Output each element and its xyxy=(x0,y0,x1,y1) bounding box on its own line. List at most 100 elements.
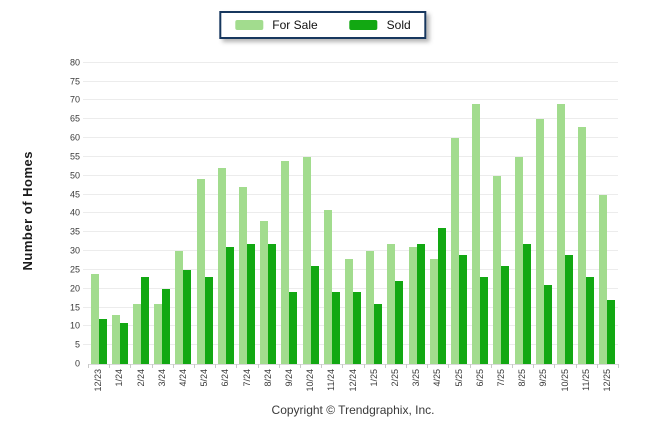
x-tick-cell: 5/24 xyxy=(194,369,215,387)
x-tick-label: 12/24 xyxy=(347,369,358,392)
x-tick-label: 7/24 xyxy=(241,369,252,387)
bar-sold xyxy=(310,266,319,364)
copyright-text: Copyright © Trendgraphix, Inc. xyxy=(271,403,435,417)
y-tick-label: 40 xyxy=(69,207,80,218)
bar-for-sale xyxy=(345,258,354,364)
x-tick-label: 6/25 xyxy=(474,369,485,387)
y-tick-label: 65 xyxy=(69,113,80,124)
x-tick-label: 1/24 xyxy=(114,369,125,387)
x-axis-tick xyxy=(512,364,513,368)
x-tick-label: 4/25 xyxy=(432,369,443,387)
y-tick-label: 20 xyxy=(69,283,80,294)
bar-for-sale xyxy=(535,119,544,364)
x-tick-label: 8/25 xyxy=(517,369,528,387)
x-axis-tick xyxy=(406,364,407,368)
bar-for-sale xyxy=(578,126,587,364)
x-tick-label: 6/24 xyxy=(220,369,231,387)
legend-label-for-sale: For Sale xyxy=(272,18,318,32)
x-axis-tick xyxy=(363,364,365,368)
y-tick-label: 70 xyxy=(69,94,80,105)
x-tick-label: 2/24 xyxy=(135,369,146,387)
bar-group xyxy=(427,57,448,364)
x-tick-cell: 10/25 xyxy=(554,369,575,392)
x-tick-cell: 9/25 xyxy=(533,369,554,387)
bar-for-sale xyxy=(514,156,523,364)
x-tick-label: 11/25 xyxy=(580,369,591,391)
x-tick-cell: 12/23 xyxy=(88,369,109,392)
x-axis-tick xyxy=(448,364,450,368)
y-tick-label: 0 xyxy=(74,358,80,369)
bar-for-sale xyxy=(154,303,163,364)
bar-for-sale xyxy=(429,258,438,364)
gridline xyxy=(83,118,618,120)
x-tick-label: 5/24 xyxy=(199,369,210,387)
x-axis-tick xyxy=(172,364,174,368)
x-tick-label: 8/24 xyxy=(262,369,273,387)
for-sale-swatch-icon xyxy=(235,20,264,30)
bar-sold xyxy=(437,228,446,364)
bar-for-sale xyxy=(302,156,311,364)
gridline xyxy=(83,80,618,82)
bar-for-sale xyxy=(366,251,375,364)
x-tick-cell: 6/25 xyxy=(470,369,491,387)
x-tick-cell: 3/24 xyxy=(152,369,173,387)
bar-group xyxy=(130,57,151,364)
x-tick-label: 3/24 xyxy=(156,369,167,387)
x-tick-label: 9/24 xyxy=(283,369,294,387)
x-axis-tick xyxy=(300,364,301,368)
gridline xyxy=(83,212,618,214)
x-tick-cell: 7/25 xyxy=(491,369,512,387)
bar-sold xyxy=(119,322,128,364)
bar-sold xyxy=(183,269,192,364)
x-tick-label: 12/25 xyxy=(601,369,612,392)
bar-sold xyxy=(480,277,489,364)
x-axis-tick xyxy=(236,364,238,368)
bar-group xyxy=(109,57,130,364)
bar-sold xyxy=(268,243,277,364)
x-tick-cell: 5/25 xyxy=(448,369,469,387)
y-tick-label: 50 xyxy=(69,170,80,181)
bar-group xyxy=(533,57,554,364)
x-axis-tick xyxy=(215,364,217,368)
bar-for-sale xyxy=(175,251,184,364)
bar-for-sale xyxy=(599,194,608,364)
x-axis-tick xyxy=(257,364,259,368)
y-tick-label: 30 xyxy=(69,245,80,256)
x-tick-cell: 12/24 xyxy=(342,369,363,392)
bar-sold xyxy=(501,266,510,364)
bar-group xyxy=(321,57,342,364)
bar-sold xyxy=(586,277,595,364)
x-tick-cell: 11/25 xyxy=(576,369,597,391)
gridline xyxy=(83,174,618,176)
bar-sold xyxy=(331,292,340,364)
x-tick-cell: 1/25 xyxy=(364,369,385,387)
x-axis-tick xyxy=(321,364,323,368)
bar-group xyxy=(406,57,427,364)
x-axis-tick xyxy=(109,364,111,368)
x-axis-tick xyxy=(151,364,153,368)
bar-group xyxy=(300,57,321,364)
y-tick-label: 35 xyxy=(69,226,80,237)
bar-for-sale xyxy=(260,220,269,364)
plot-area xyxy=(83,57,618,365)
bar-sold xyxy=(395,281,404,364)
x-tick-cell: 11/24 xyxy=(321,369,342,391)
bar-group xyxy=(576,57,597,364)
bar-group xyxy=(258,57,279,364)
bar-for-sale xyxy=(323,209,332,364)
bar-sold xyxy=(247,243,256,364)
x-tick-label: 10/24 xyxy=(305,369,316,392)
bar-for-sale xyxy=(196,179,205,364)
x-tick-label: 1/25 xyxy=(368,369,379,387)
legend-label-sold: Sold xyxy=(386,18,411,32)
bar-group xyxy=(152,57,173,364)
x-tick-cell: 10/24 xyxy=(300,369,321,392)
bar-sold xyxy=(162,288,171,364)
x-axis-tick xyxy=(194,364,195,368)
x-axis-tick xyxy=(130,364,132,368)
bar-group xyxy=(554,57,575,364)
x-tick-cell: 4/24 xyxy=(173,369,194,387)
bar-sold xyxy=(565,254,574,364)
x-axis-tick xyxy=(575,364,577,368)
